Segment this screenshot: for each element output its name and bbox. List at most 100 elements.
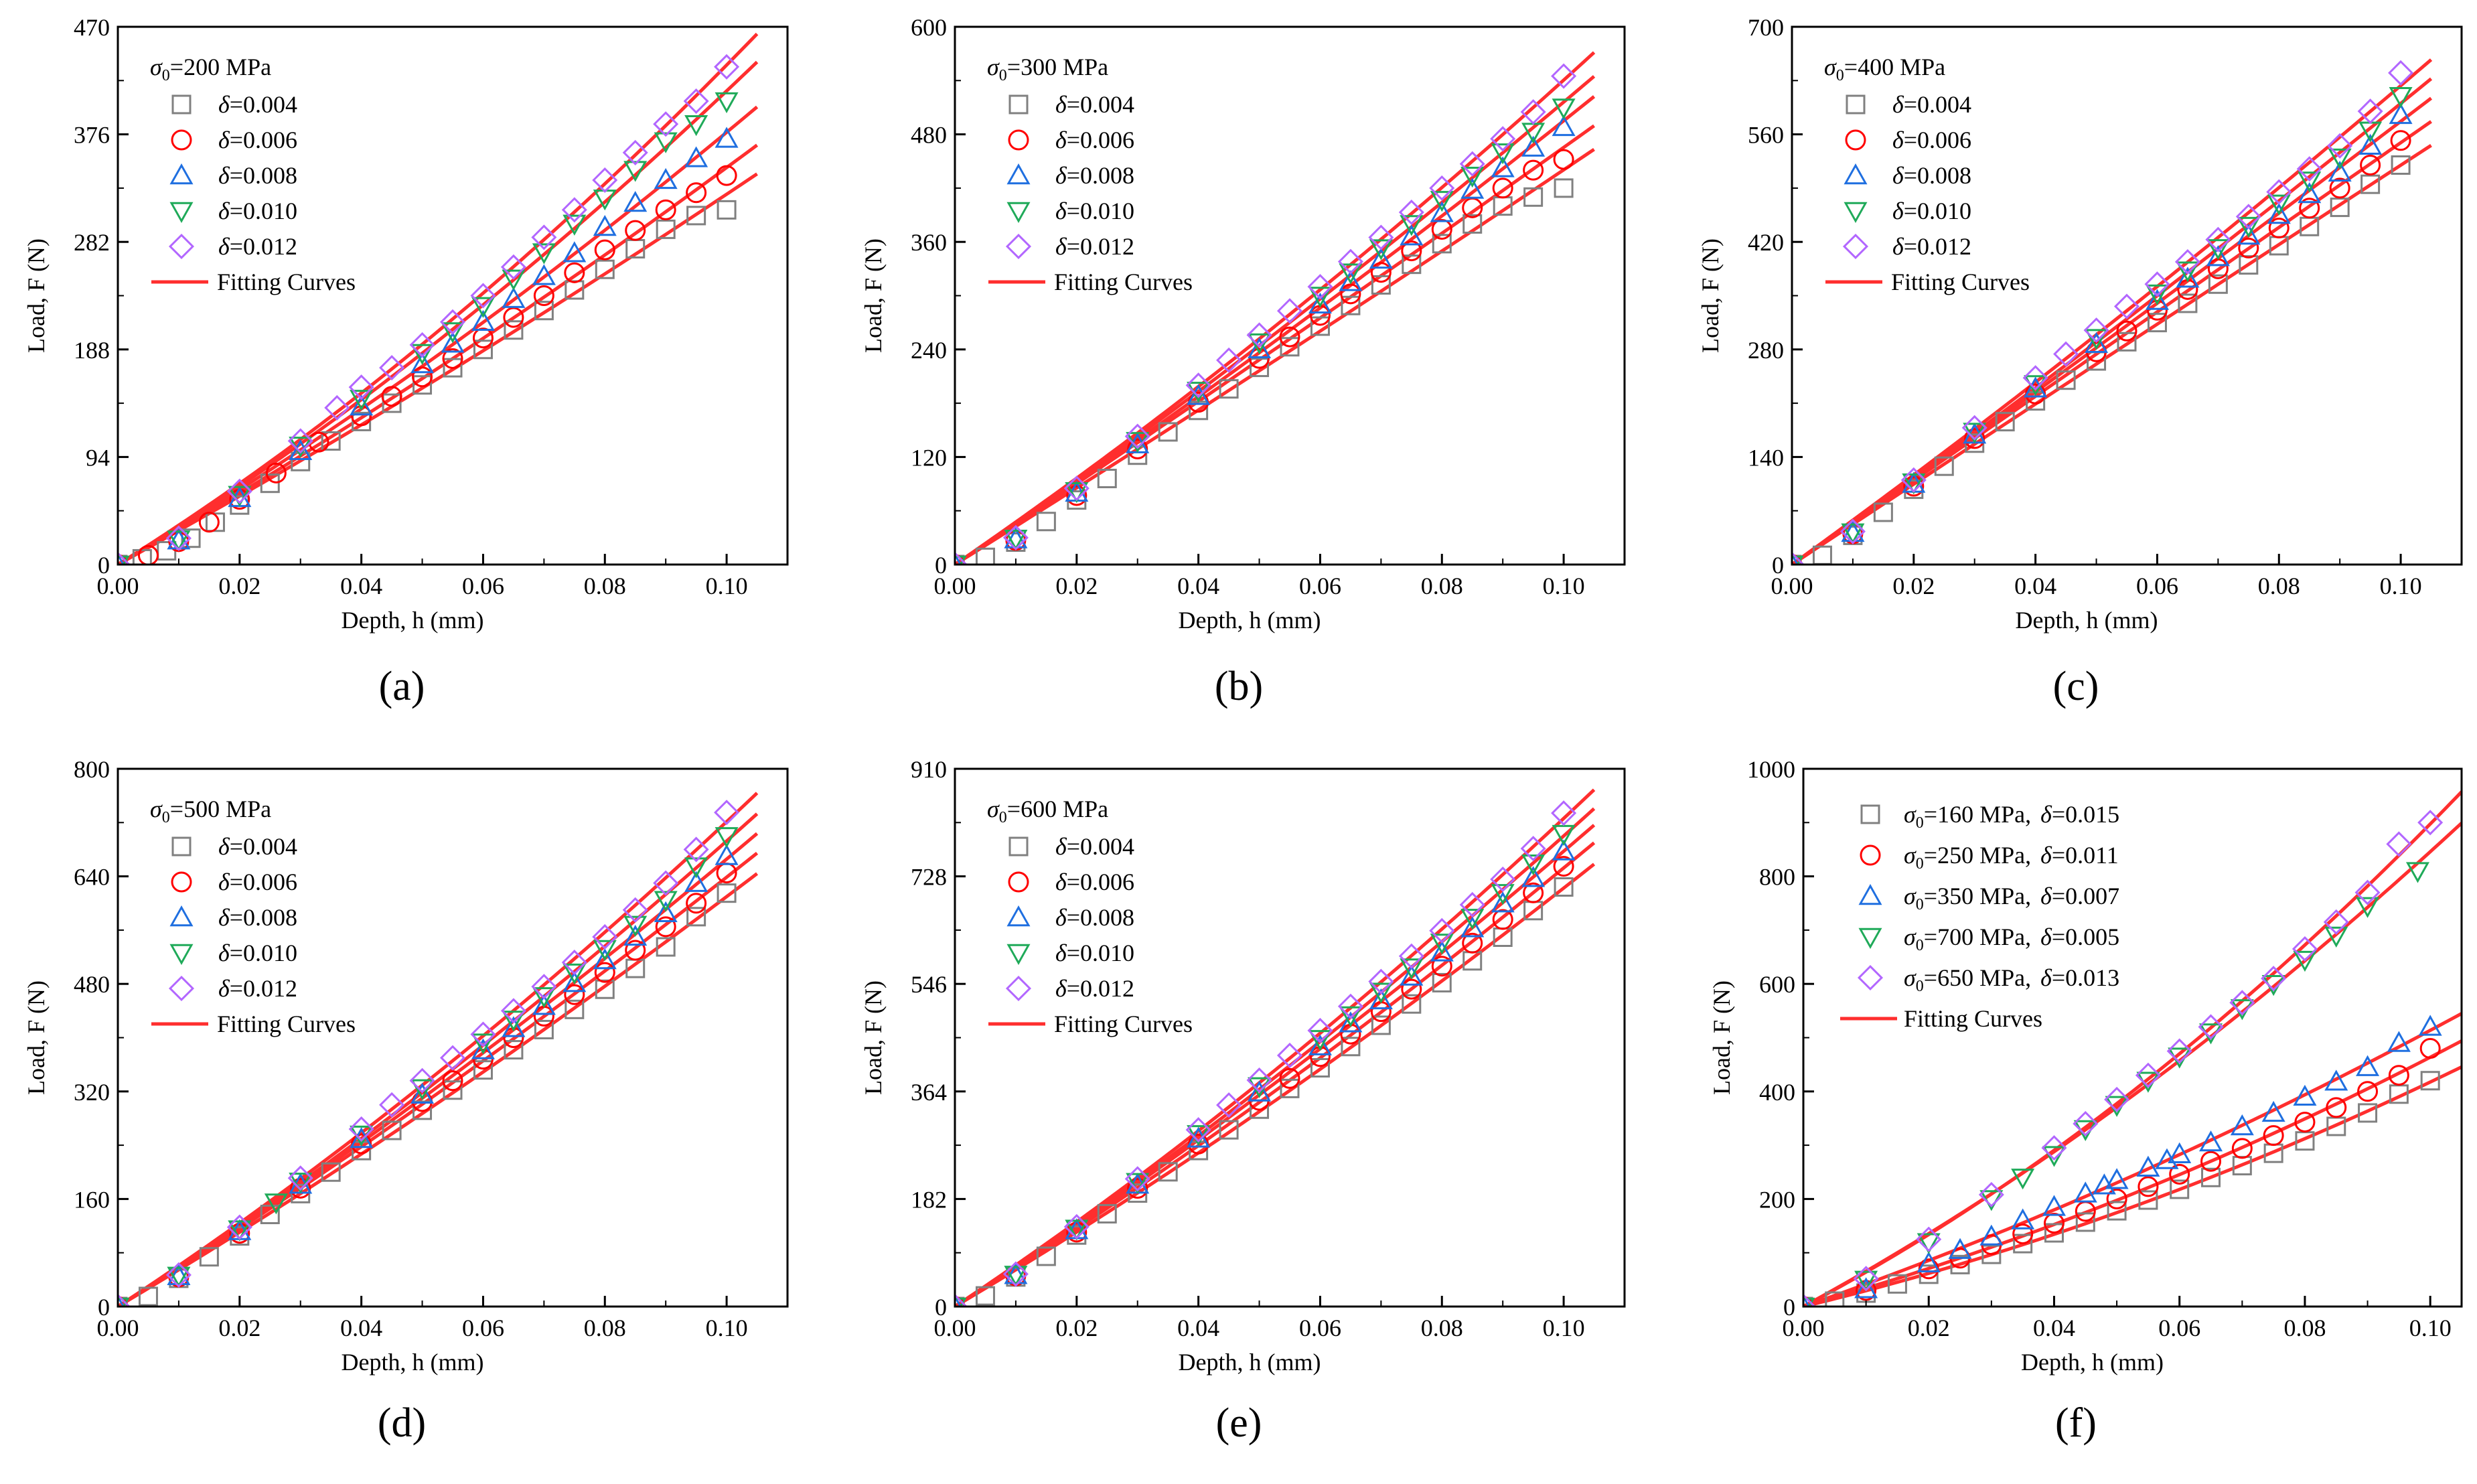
legend-entry-label: σ0=700 MPa, δ=0.005 (1904, 923, 2119, 954)
legend-symbol-triangle_down (1844, 202, 1868, 224)
legend-symbol-triangle_up (1844, 163, 1868, 185)
data-point (1400, 964, 1424, 986)
data-point (228, 486, 252, 507)
data-point (2104, 1086, 2130, 1112)
data-point (2261, 1100, 2285, 1122)
data-point (1246, 1067, 1272, 1094)
x-tick-label: 0.06 (1299, 1315, 1341, 1341)
legend-entry-label: σ0=160 MPa, δ=0.015 (1904, 801, 2119, 832)
legend-title: σ0=400 MPa (1824, 54, 1945, 84)
data-point (1248, 333, 1272, 355)
x-axis-label: Depth, h (mm) (1179, 1349, 1321, 1376)
y-axis-label: Load, F (N) (860, 238, 887, 353)
data-point (502, 287, 526, 308)
data-point (2012, 1223, 2034, 1245)
x-tick-label: 0.06 (1299, 573, 1341, 599)
fit-curve-5 (955, 51, 1596, 565)
legend: σ0=300 MPaδ=0.004δ=0.006δ=0.008δ=0.010δ=… (987, 54, 1193, 295)
data-point (1430, 191, 1454, 212)
data-point (228, 1220, 252, 1242)
data-point (595, 979, 615, 999)
legend-value: =0.012 (1067, 233, 1134, 260)
data-point (2267, 194, 2291, 216)
data-point (1307, 1017, 1333, 1043)
data-point (715, 844, 739, 865)
series-circle (118, 165, 737, 565)
legend-entry-label: δ=0.010 (1055, 198, 1134, 224)
legend-symbol-circle (1860, 844, 1881, 866)
legend-value: =0.012 (230, 975, 297, 1002)
data-point (1369, 988, 1393, 1010)
data-point (1279, 326, 1300, 348)
legend-entry-label: δ=0.004 (1055, 91, 1134, 118)
data-point (2388, 60, 2414, 86)
fit-curve-4 (1792, 77, 2433, 565)
data-point (562, 241, 587, 263)
data-point (564, 262, 585, 283)
data-point (265, 462, 287, 484)
data-point (1063, 475, 1090, 502)
y-tick-label: 800 (1759, 864, 1795, 891)
data-point (1521, 866, 1546, 887)
series-diamond (955, 800, 1577, 1307)
data-point (955, 551, 968, 565)
legend-entry-label: δ=0.010 (218, 198, 297, 224)
y-tick-label: 560 (1748, 122, 1784, 149)
data-point (2405, 862, 2429, 883)
data-point (1429, 917, 1455, 944)
data-point (1369, 239, 1393, 261)
fit-curve-2 (955, 841, 1596, 1307)
legend-entry-label: δ=0.004 (218, 833, 297, 860)
data-point (2200, 1151, 2222, 1172)
data-point (321, 431, 341, 451)
sigma-symbol: σ (987, 54, 1000, 80)
chart-panel-a: 0.00 0.02 0.04 0.06 0.08 0.10 0 94 188 282 376 470 D… (23, 14, 789, 709)
x-axis-label: Depth, h (mm) (2016, 607, 2158, 634)
legend-title: σ0=600 MPa (987, 796, 1108, 826)
legend-entry-label: σ0=250 MPa, δ=0.011 (1904, 842, 2119, 873)
data-point (1854, 1277, 1878, 1298)
data-point (2147, 313, 2167, 333)
delta-symbol: δ (1055, 91, 1067, 118)
x-tick-label: 0.00 (934, 573, 976, 599)
legend: σ0=400 MPaδ=0.004δ=0.006δ=0.008δ=0.010δ=… (1824, 54, 2030, 295)
data-point (1185, 372, 1211, 398)
data-point (1187, 384, 1211, 405)
y-axis-label: Load, F (N) (23, 238, 50, 353)
data-point (625, 220, 646, 241)
sigma-subscript: 0 (1916, 814, 1924, 832)
data-point (473, 340, 493, 360)
fit-curve-5 (1803, 790, 2462, 1307)
delta-symbol: δ (1055, 940, 1067, 966)
data-point (1490, 126, 1516, 152)
data-point (1002, 1261, 1029, 1287)
data-point (1400, 958, 1424, 980)
data-point (118, 1293, 131, 1307)
data-point (975, 547, 995, 565)
y-tick-label: 240 (911, 337, 947, 364)
y-axis-label: Load, F (N) (1697, 238, 1724, 353)
data-point (1553, 149, 1574, 170)
series-diamond (1803, 810, 2444, 1307)
data-point (2323, 909, 2349, 935)
y-tick-label: 728 (911, 864, 947, 891)
data-point (2044, 1223, 2064, 1243)
y-tick-label: 320 (74, 1079, 110, 1106)
data-point (562, 214, 587, 236)
data-point (1370, 262, 1392, 283)
data-point (684, 871, 708, 892)
sigma-subscript: 0 (162, 67, 170, 84)
data-point (471, 309, 495, 331)
legend-value: =0.012 (230, 233, 297, 260)
data-point (1337, 248, 1363, 275)
data-point (655, 199, 676, 220)
delta-symbol: δ (1055, 127, 1067, 153)
data-point (1369, 247, 1393, 269)
delta-symbol: δ (2040, 842, 2052, 869)
panel-label: (f) (2055, 1400, 2097, 1446)
legend-value: =0.006 (230, 869, 297, 895)
legend-symbol-triangle_up (1006, 905, 1031, 927)
data-point (226, 1214, 252, 1240)
data-point (502, 269, 526, 291)
